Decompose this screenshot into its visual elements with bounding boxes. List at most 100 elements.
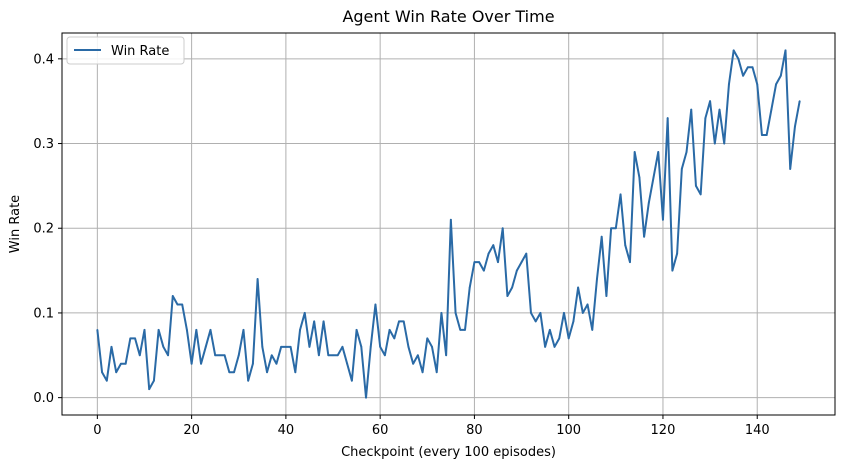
data-point (647, 201, 650, 204)
data-point (520, 261, 523, 264)
plot-frame (61, 32, 836, 416)
y-tick-label: 0.3 (33, 137, 54, 152)
data-point (605, 295, 608, 297)
x-tick-label: 20 (183, 423, 200, 438)
data-point (577, 286, 580, 289)
data-point (445, 354, 448, 357)
data-point (153, 379, 155, 382)
data-point (242, 328, 245, 331)
win-rate-line (96, 49, 801, 399)
x-tick-label: 0 (93, 423, 101, 438)
data-point (360, 345, 363, 348)
data-point (186, 328, 188, 331)
x-tick-label: 120 (651, 423, 676, 438)
data-point (610, 227, 613, 230)
legend: Win Rate (66, 36, 185, 65)
data-point (596, 278, 598, 280)
data-point (313, 320, 316, 323)
data-point (322, 320, 325, 323)
data-point (332, 354, 334, 357)
x-axis-title: Checkpoint (every 100 episodes) (341, 445, 556, 460)
data-point (798, 100, 801, 103)
data-point (558, 337, 561, 340)
data-point (487, 252, 490, 255)
data-point (308, 345, 311, 348)
data-point (101, 371, 103, 374)
data-point (412, 362, 415, 365)
data-point (624, 244, 627, 247)
x-tick-label: 60 (372, 423, 389, 438)
data-point (497, 261, 499, 264)
data-point (157, 328, 160, 331)
data-point (275, 362, 278, 365)
data-point (454, 312, 457, 314)
data-point (237, 354, 240, 357)
data-point (289, 345, 292, 348)
data-point (223, 354, 226, 357)
data-point (737, 57, 740, 60)
data-point (270, 354, 273, 357)
data-point (539, 312, 542, 314)
grid-lines (62, 33, 835, 415)
y-tick-label: 0.1 (33, 306, 54, 321)
data-point (501, 227, 504, 230)
legend-box (66, 36, 185, 65)
y-tick-label: 0.2 (33, 222, 54, 237)
x-tick-label: 40 (278, 423, 295, 438)
data-point (251, 362, 254, 365)
data-point (690, 108, 693, 111)
data-point (591, 328, 594, 331)
data-point (200, 362, 202, 365)
data-point (195, 328, 198, 331)
data-point (633, 151, 636, 153)
y-axis-title: Win Rate (8, 195, 23, 253)
data-point (459, 328, 462, 331)
data-point (284, 345, 287, 348)
data-point (449, 218, 452, 221)
data-point (317, 354, 320, 357)
data-point (718, 108, 721, 111)
data-point (548, 328, 551, 331)
data-point (553, 345, 556, 348)
data-point (638, 176, 641, 179)
data-point (327, 354, 330, 357)
data-point (464, 328, 466, 331)
data-point (572, 320, 575, 323)
data-point (299, 328, 301, 331)
data-point (388, 328, 391, 331)
data-point (723, 142, 726, 145)
data-point (770, 108, 773, 111)
data-point (261, 345, 264, 348)
data-point (473, 261, 476, 264)
y-tick-label: 0.4 (33, 52, 54, 67)
data-point (336, 354, 339, 357)
data-point (676, 252, 679, 255)
data-point (581, 312, 584, 314)
x-tick-label: 140 (745, 423, 770, 438)
data-point (129, 337, 132, 340)
data-point (629, 261, 631, 264)
data-point (525, 252, 528, 255)
data-point (120, 362, 122, 365)
data-point (105, 379, 108, 382)
data-point (421, 371, 424, 374)
data-point (398, 320, 400, 323)
data-point (713, 142, 716, 145)
data-point (685, 151, 688, 153)
data-point (671, 269, 674, 272)
data-point (704, 117, 707, 120)
data-point (233, 371, 235, 374)
data-point (657, 151, 660, 153)
data-point (742, 74, 744, 77)
data-point (709, 100, 711, 103)
data-point (209, 328, 212, 331)
data-point (440, 312, 443, 314)
data-point (534, 320, 537, 323)
data-point (280, 345, 283, 348)
data-point (214, 354, 217, 357)
data-point (789, 168, 792, 170)
data-point (350, 379, 353, 382)
data-point (407, 345, 410, 348)
data-point (563, 312, 565, 314)
